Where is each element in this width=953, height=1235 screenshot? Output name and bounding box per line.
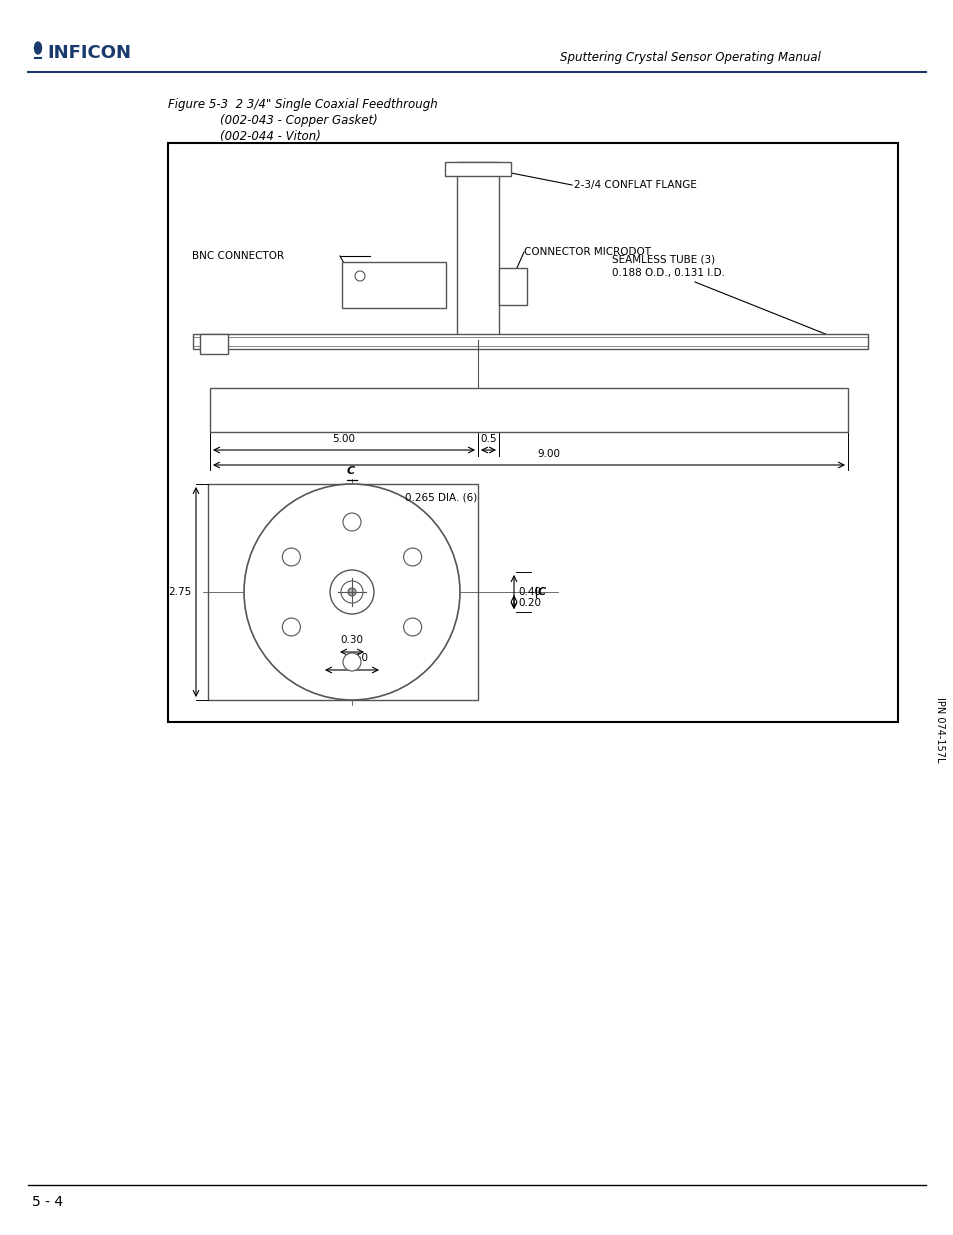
- Bar: [498, 268, 526, 305]
- Circle shape: [340, 580, 363, 603]
- Text: 0.265 DIA. (6): 0.265 DIA. (6): [405, 492, 476, 501]
- Text: 5.00: 5.00: [333, 433, 355, 445]
- Text: 0.30: 0.30: [340, 635, 363, 645]
- Bar: [208, 484, 477, 700]
- Circle shape: [330, 571, 374, 614]
- Text: 0.5: 0.5: [479, 433, 497, 445]
- Text: 0.188 O.D., 0.131 I.D.: 0.188 O.D., 0.131 I.D.: [612, 268, 724, 278]
- Bar: [341, 262, 446, 308]
- Circle shape: [244, 484, 459, 700]
- Text: 0.20: 0.20: [517, 598, 540, 608]
- Circle shape: [282, 548, 300, 566]
- Text: 5 - 4: 5 - 4: [32, 1195, 63, 1209]
- Text: Figure 5-3  2 3/4" Single Coaxial Feedthrough: Figure 5-3 2 3/4" Single Coaxial Feedthr…: [168, 98, 437, 111]
- Circle shape: [403, 618, 421, 636]
- Bar: [200, 333, 228, 354]
- Text: (002-044 - Viton): (002-044 - Viton): [220, 130, 320, 143]
- Text: 9.00: 9.00: [537, 450, 560, 459]
- Text: C: C: [537, 587, 545, 597]
- Ellipse shape: [34, 42, 42, 54]
- Text: SEAMLESS TUBE (3): SEAMLESS TUBE (3): [612, 254, 715, 266]
- Circle shape: [343, 653, 360, 671]
- Circle shape: [348, 588, 355, 597]
- Bar: [210, 388, 847, 432]
- Circle shape: [282, 618, 300, 636]
- Text: BNC CONNECTOR: BNC CONNECTOR: [192, 251, 284, 261]
- Text: (002-043 - Copper Gasket): (002-043 - Copper Gasket): [220, 114, 377, 127]
- Circle shape: [403, 548, 421, 566]
- Text: CONNECTOR MICRODOT: CONNECTOR MICRODOT: [523, 247, 650, 257]
- Text: 0.60: 0.60: [345, 653, 368, 663]
- Text: Sputtering Crystal Sensor Operating Manual: Sputtering Crystal Sensor Operating Manu…: [559, 51, 820, 63]
- Text: IPN 074-157L: IPN 074-157L: [934, 698, 944, 763]
- Text: 0.40: 0.40: [517, 587, 540, 597]
- Bar: [193, 333, 867, 350]
- Text: C: C: [347, 466, 355, 475]
- Circle shape: [343, 513, 360, 531]
- Text: 2.75: 2.75: [169, 587, 192, 597]
- Circle shape: [355, 270, 365, 282]
- Text: INFICON: INFICON: [47, 44, 131, 62]
- Bar: [444, 162, 511, 177]
- Bar: [456, 162, 498, 340]
- Bar: [168, 143, 897, 722]
- Text: 2-3/4 CONFLAT FLANGE: 2-3/4 CONFLAT FLANGE: [574, 180, 696, 190]
